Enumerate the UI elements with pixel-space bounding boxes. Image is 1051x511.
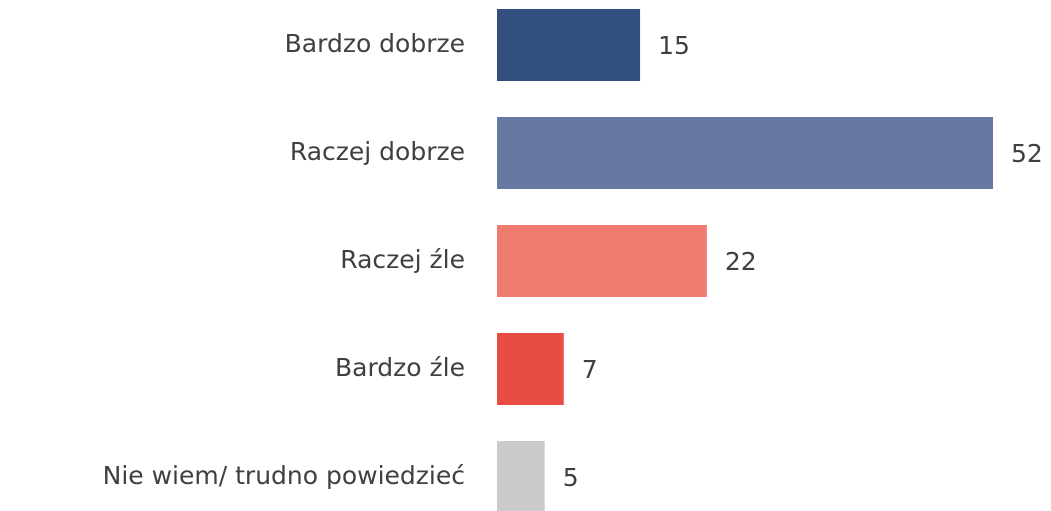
- value-label: 15: [658, 31, 690, 60]
- category-label: Raczej dobrze: [290, 137, 465, 166]
- category-label: Bardzo dobrze: [285, 29, 465, 58]
- category-label: Bardzo źle: [335, 353, 465, 382]
- value-label: 22: [725, 247, 757, 276]
- category-label: Nie wiem/ trudno powiedzieć: [103, 461, 465, 490]
- bar: [497, 333, 564, 405]
- bar: [497, 9, 641, 81]
- bar: [497, 225, 707, 297]
- category-label: Raczej źle: [340, 245, 465, 274]
- value-label: 52: [1011, 139, 1043, 168]
- bar: [497, 441, 545, 511]
- bar: [497, 117, 993, 189]
- value-label: 7: [582, 355, 598, 384]
- value-label: 5: [563, 463, 579, 492]
